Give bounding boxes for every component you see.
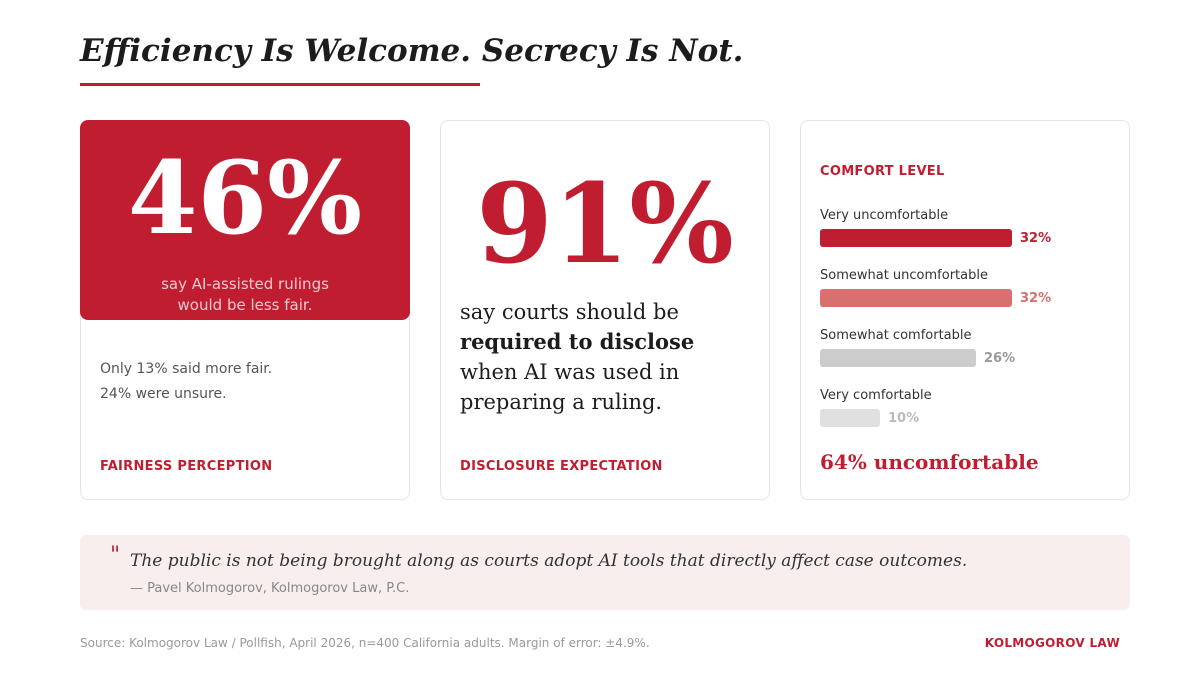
bar <box>820 289 1012 307</box>
fairness-caption-line2: would be less fair. <box>177 296 313 314</box>
chart-title: COMFORT LEVEL <box>820 164 945 179</box>
disclosure-stat: 91% <box>476 159 734 288</box>
bar-category-label: Very comfortable <box>820 388 932 403</box>
disclosure-text-line3: when AI was used in <box>460 360 680 384</box>
disclosure-text-bold: required to disclose <box>460 329 695 354</box>
fairness-stat: 46% <box>127 139 363 257</box>
bar-category-label: Somewhat uncomfortable <box>820 268 988 283</box>
bar <box>820 229 1012 247</box>
quote-mark: " <box>110 543 121 568</box>
fairness-hero-panel: 46% say AI-assisted rulings would be les… <box>80 120 410 320</box>
comfort-summary: 64% uncomfortable <box>820 450 1039 474</box>
bar <box>820 349 976 367</box>
page-title: Efficiency Is Welcome. Secrecy Is Not. <box>80 33 744 69</box>
disclosure-label: DISCLOSURE EXPECTATION <box>460 459 663 474</box>
bar-category-label: Somewhat comfortable <box>820 328 972 343</box>
bar-value-label: 32% <box>1020 231 1052 246</box>
bar-row: Somewhat comfortable 26% <box>820 328 1120 388</box>
brand-logo-text: KOLMOGOROV LAW <box>984 636 1120 650</box>
bar-value-label: 32% <box>1020 291 1052 306</box>
fairness-note: Only 13% said more fair. 24% were unsure… <box>100 357 272 407</box>
fairness-caption-line1: say AI-assisted rulings <box>161 275 329 293</box>
quote-box: " The public is not being brought along … <box>80 535 1130 610</box>
bar-value-label: 26% <box>984 351 1016 366</box>
fairness-caption: say AI-assisted rulings would be less fa… <box>80 274 410 316</box>
bar <box>820 409 880 427</box>
title-underline <box>80 83 480 86</box>
quote-text: The public is not being brought along as… <box>130 551 968 571</box>
bar-row: Somewhat uncomfortable 32% <box>820 268 1120 328</box>
bar-value-label: 10% <box>888 411 920 426</box>
disclosure-text: say courts should be required to disclos… <box>460 297 760 417</box>
comfort-card: COMFORT LEVEL Very uncomfortable 32% Somew… <box>800 120 1130 500</box>
disclosure-text-line4: preparing a ruling. <box>460 390 663 414</box>
bar-row: Very comfortable 10% <box>820 388 1120 448</box>
bar-row: Very uncomfortable 32% <box>820 208 1120 268</box>
disclosure-card: 91% say courts should be required to dis… <box>440 120 770 500</box>
quote-attribution: — Pavel Kolmogorov, Kolmogorov Law, P.C. <box>130 581 410 596</box>
fairness-card: 46% say AI-assisted rulings would be les… <box>80 120 410 500</box>
source-note: Source: Kolmogorov Law / Pollfish, April… <box>80 636 650 650</box>
fairness-note-line1: Only 13% said more fair. <box>100 361 273 377</box>
comfort-bar-chart: Very uncomfortable 32% Somewhat uncomforta… <box>820 208 1120 448</box>
fairness-label: FAIRNESS PERCEPTION <box>100 459 273 474</box>
disclosure-text-line1: say courts should be <box>460 300 679 324</box>
bar-category-label: Very uncomfortable <box>820 208 949 223</box>
fairness-note-line2: 24% were unsure. <box>100 386 227 402</box>
